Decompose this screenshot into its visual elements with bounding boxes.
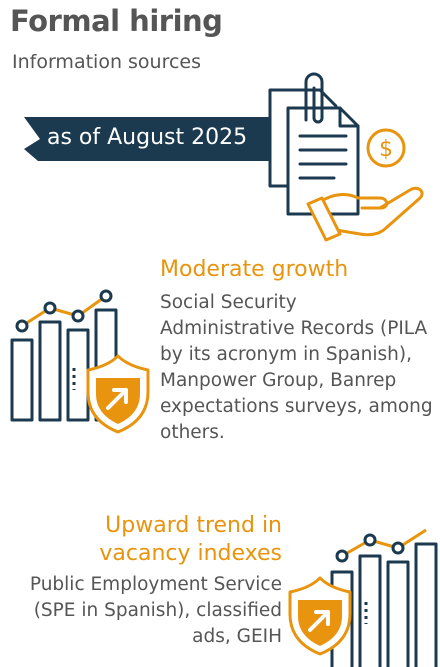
page-subtitle: Information sources bbox=[12, 51, 202, 73]
growth-bar-chart-shield-icon bbox=[10, 289, 150, 434]
date-banner bbox=[24, 117, 300, 161]
contract-hand-coin-icon: $ bbox=[268, 72, 424, 242]
date-banner-label: as of August 2025 bbox=[47, 125, 248, 150]
section-moderate-growth-heading: Moderate growth bbox=[160, 257, 349, 282]
section-upward-trend-heading-line2: vacancy indexes bbox=[99, 541, 282, 566]
section-upward-trend-heading-line1: Upward trend in bbox=[105, 513, 282, 538]
section-moderate-growth-body: Social Security Administrative Records (… bbox=[160, 292, 433, 443]
section-upward-trend-heading: Upward trend in vacancy indexes bbox=[99, 512, 282, 568]
section-upward-trend-body: Public Employment Service (SPE in Spanis… bbox=[29, 574, 282, 647]
trend-bar-chart-shield-icon bbox=[288, 528, 438, 667]
svg-text:$: $ bbox=[379, 137, 393, 162]
page-title: Formal hiring bbox=[10, 4, 223, 38]
